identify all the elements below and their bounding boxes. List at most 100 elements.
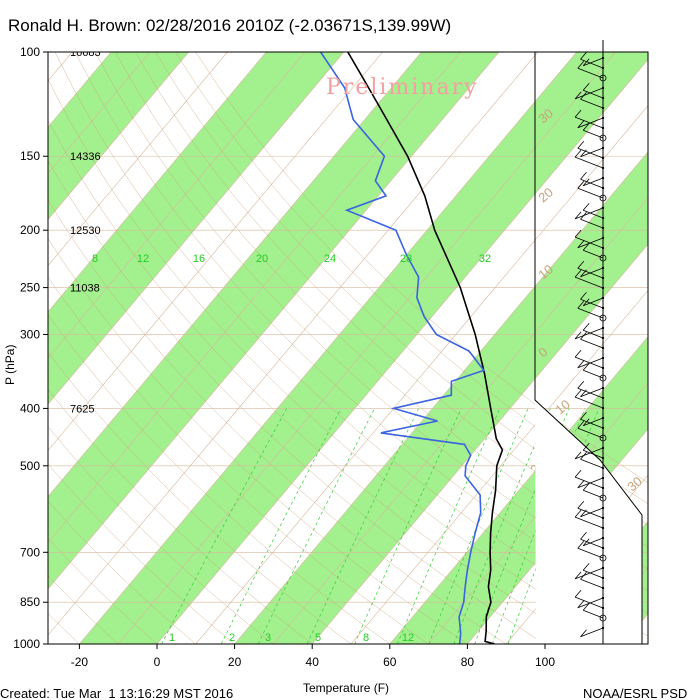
isotherm-line [48, 52, 383, 451]
wind-barb-dot [601, 266, 605, 270]
wind-barb-staff [580, 538, 604, 549]
wind-barb-dot [601, 206, 605, 210]
y-tick-label: 500 [20, 459, 40, 473]
wind-barb-staff [580, 147, 604, 158]
mixing-ratio-label: 12 [137, 253, 149, 265]
wind-barb-staff [574, 596, 604, 609]
wind-barb-dot [601, 116, 605, 120]
wind-barb-dot [601, 406, 605, 410]
height-label: 11038 [70, 283, 100, 295]
wind-barb-staff [574, 207, 604, 220]
isotherm-line [48, 52, 151, 174]
wind-barb-dot [601, 466, 605, 470]
wind-barb-staff [574, 396, 604, 409]
wind-barb-feather [577, 600, 585, 609]
isotherm-line [48, 52, 228, 267]
wind-calm-circle [599, 194, 607, 202]
wind-barb-staff [574, 476, 604, 489]
wind-barb-feather [580, 91, 587, 100]
wind-barb-staff [577, 187, 604, 199]
wind-barb-staff [577, 67, 604, 79]
wind-barb-feather [580, 411, 587, 420]
mixing-ratio-label: 24 [324, 253, 336, 265]
chart-title: Ronald H. Brown: 02/28/2016 2010Z (-2.03… [8, 16, 451, 35]
isotherm-line [273, 197, 648, 644]
isotherm-line [311, 243, 648, 644]
dewpoint-trace [319, 52, 486, 644]
wind-barb-feather [574, 149, 582, 158]
wind-barb-feather [580, 629, 587, 638]
mixing-ratio-bottom-label: 3 [265, 632, 271, 644]
isotherm-line [48, 52, 500, 590]
wind-barb-panel [534, 40, 643, 644]
wind-barb-feather [582, 83, 590, 91]
wind-barb-dot [601, 336, 605, 340]
wind-barb-dot [601, 516, 605, 520]
isotherm-line [156, 59, 648, 644]
wind-barb-staff [583, 177, 604, 187]
wind-barb-feather [577, 500, 585, 509]
wind-barb-staff [583, 449, 604, 459]
height-label: 7625 [70, 403, 94, 415]
wind-barb-dot [601, 476, 605, 480]
wind-barb-feather [577, 240, 585, 249]
mixing-ratio-bottom-label: 5 [315, 632, 321, 644]
wind-barb-dot [601, 166, 605, 170]
wind-barb-dot [601, 186, 605, 190]
wind-barb-staff [574, 236, 604, 249]
wind-barb-staff [580, 338, 604, 349]
wind-barb-feather [574, 211, 582, 220]
wind-calm-circle [599, 554, 607, 562]
wind-barb-feather [577, 380, 585, 389]
wind-calm-circle [599, 74, 607, 82]
x-tick-label: 100 [535, 655, 555, 669]
y-tick-label: 200 [20, 223, 40, 237]
wind-barb-feather [580, 571, 587, 580]
wind-barb-staff [574, 87, 604, 100]
wind-barb-dot [601, 586, 605, 590]
wind-barb-feather [574, 269, 582, 278]
wind-barb-feather [582, 418, 590, 426]
wind-barb-dot [601, 246, 605, 250]
wind-barb-staff [577, 547, 604, 559]
y-tick-label: 150 [20, 149, 40, 163]
wind-barb-staff [577, 387, 604, 399]
wind-barb-dot [601, 296, 605, 300]
footer-created: Created: Tue Mar 1 13:16:29 MST 2016 [0, 686, 233, 700]
wind-barb-dot [601, 526, 605, 530]
y-tick-label: 250 [20, 281, 40, 295]
mixing-ratio-label: 28 [400, 253, 412, 265]
wind-barb-feather [582, 243, 590, 251]
wind-calm-circle [599, 254, 607, 262]
y-tick-label: 850 [20, 595, 40, 609]
wind-barb-feather [577, 260, 585, 269]
mixing-ratio-bottom-label: 1 [169, 632, 175, 644]
wind-barb-feather [574, 571, 582, 580]
wind-barb-feather [580, 451, 587, 460]
wind-barb-dot [601, 606, 605, 610]
wind-barb-staff [577, 267, 604, 279]
wind-barb-dot [601, 386, 605, 390]
wind-barb-feather [577, 180, 585, 189]
mixing-ratio-bottom-label: 12 [402, 632, 414, 644]
wind-barb-dot [601, 126, 605, 130]
isotherm-line [48, 52, 422, 498]
wind-barb-feather [577, 300, 585, 309]
y-tick-label: 100 [20, 45, 40, 59]
wind-barb-dot [601, 506, 605, 510]
wind-barb-feather [582, 538, 590, 546]
wind-barb-staff [583, 249, 604, 259]
wind-barb-staff [574, 327, 604, 340]
isotherm-line [195, 105, 648, 644]
mixing-ratio-bottom-label: 8 [363, 632, 369, 644]
wind-barb-dot [601, 366, 605, 370]
wind-barb-feather [574, 91, 582, 100]
wind-barb-staff [574, 516, 604, 529]
x-tick-label: 60 [383, 655, 397, 669]
wind-barb-staff [583, 489, 604, 499]
wind-barb-staff [583, 569, 604, 579]
temp-stripe [79, 52, 648, 644]
wind-barb-staff [580, 178, 604, 189]
